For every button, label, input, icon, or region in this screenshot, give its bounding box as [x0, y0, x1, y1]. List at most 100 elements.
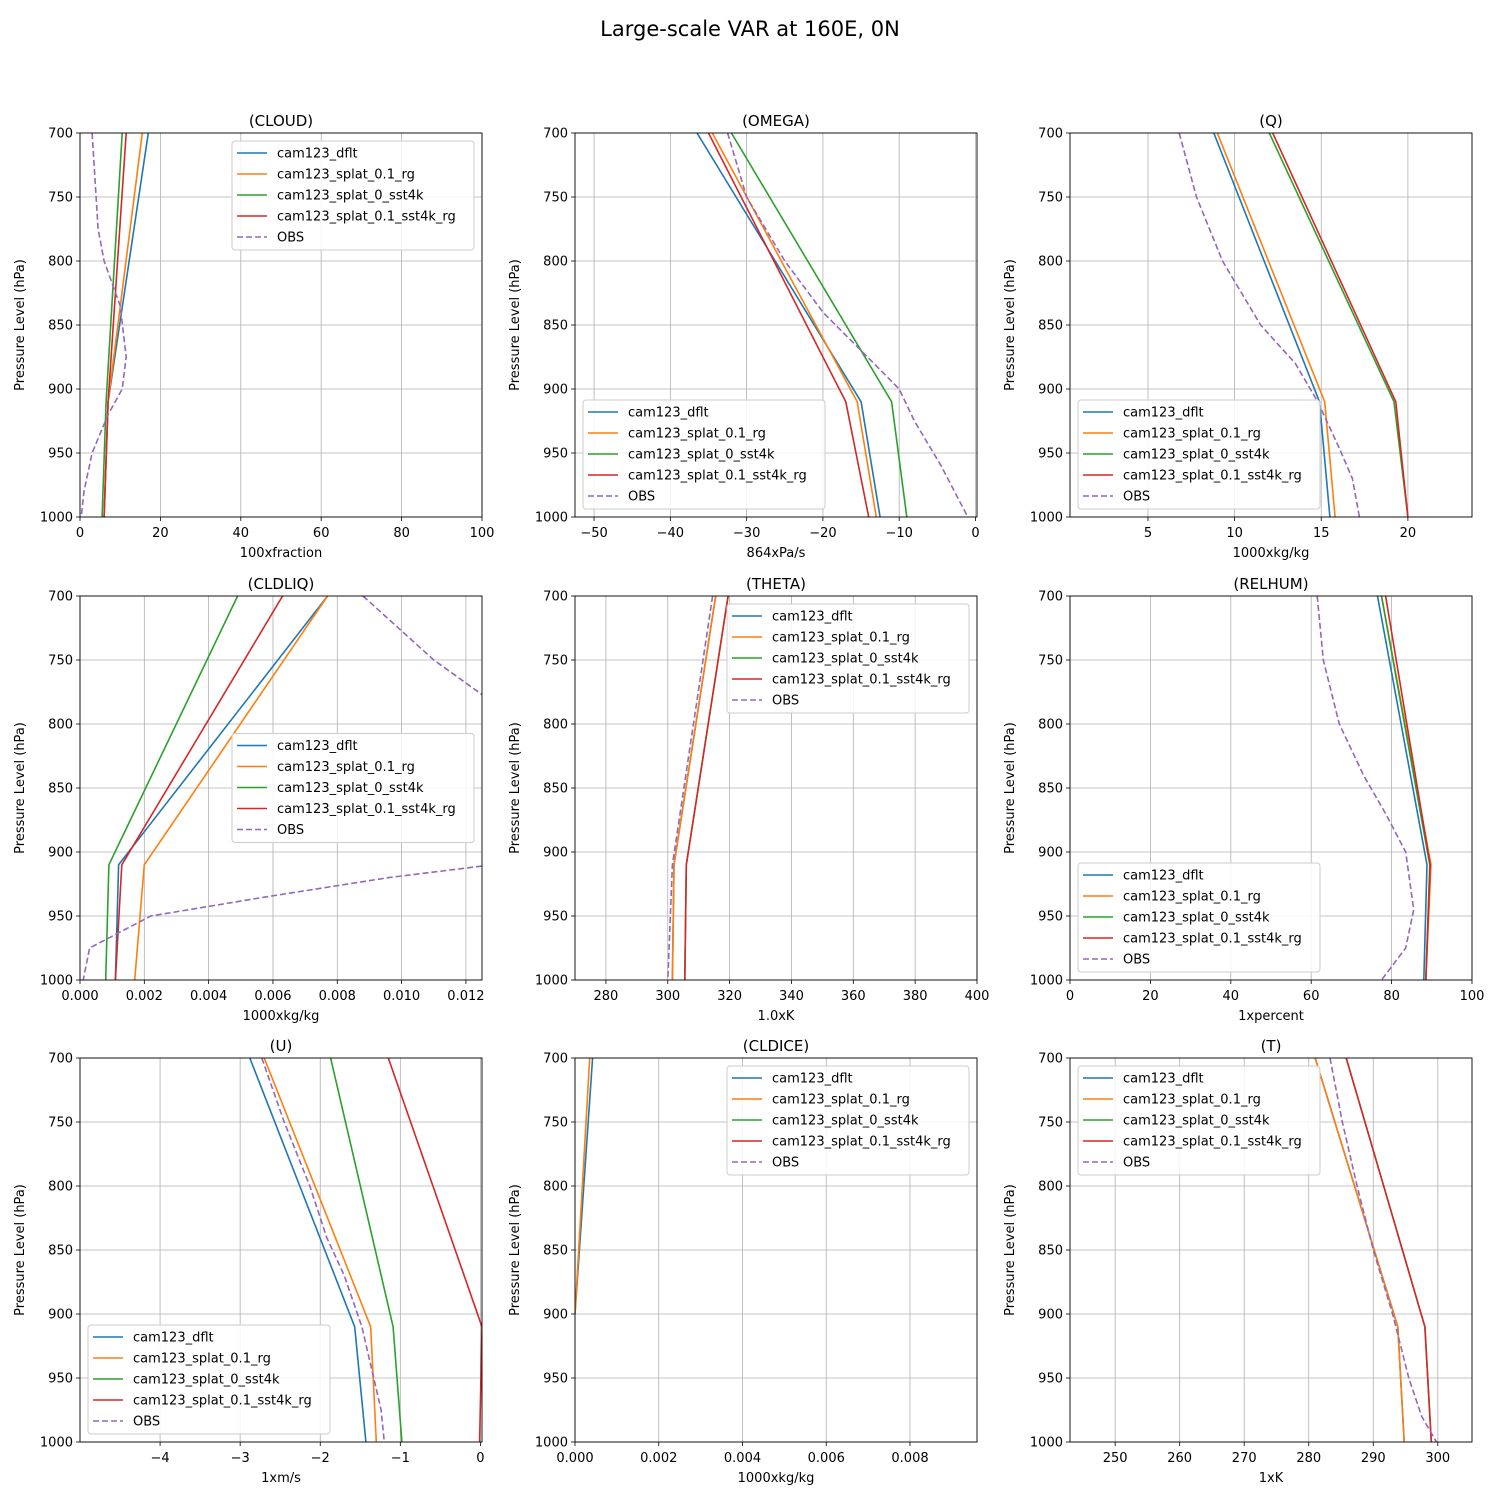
x-axis-label: 100xfraction	[240, 546, 322, 561]
x-tick-label: 0.008	[891, 1451, 928, 1466]
y-tick-label: 900	[543, 846, 568, 861]
y-tick-label: 950	[48, 447, 73, 462]
axes-frame	[1069, 132, 1473, 518]
y-tick-label: 1000	[40, 1436, 73, 1451]
y-tick-label: 750	[543, 191, 568, 206]
legend-label: cam123_splat_0.1_rg	[277, 760, 415, 775]
legend-label: cam123_dflt	[277, 739, 358, 754]
series-line-cam123-splat-0-1-sst4k-rg	[114, 596, 284, 980]
series-line-cam123-splat-0-1-rg	[575, 1058, 591, 1315]
y-tick-label: 900	[1038, 846, 1063, 861]
x-tick-label: 0.004	[190, 989, 227, 1004]
x-tick-label: 0.002	[640, 1451, 677, 1466]
legend-label: cam123_dflt	[1123, 869, 1204, 884]
legend-label: cam123_splat_0_sst4k	[772, 652, 919, 667]
x-tick-label: −20	[809, 526, 836, 541]
legend-label: cam123_splat_0.1_rg	[277, 168, 415, 183]
x-tick-label: −2	[311, 1451, 330, 1466]
x-tick-label: 60	[1303, 989, 1320, 1004]
series-line-obs	[261, 1058, 386, 1442]
series-line-obs	[362, 596, 482, 696]
x-axis-label: 864xPa/s	[747, 546, 806, 561]
series-line-cam123-splat-0-1-rg	[1216, 133, 1336, 517]
y-tick-label: 850	[48, 782, 73, 797]
legend-label: cam123_splat_0.1_sst4k_rg	[133, 1394, 312, 1409]
y-tick-label: 950	[1038, 910, 1063, 925]
y-tick-label: 850	[543, 319, 568, 334]
x-tick-label: 400	[965, 989, 990, 1004]
legend-label: cam123_dflt	[1123, 1072, 1204, 1087]
panel-title: (CLDICE)	[743, 1037, 809, 1055]
panel-u: −4 −3 −2 −1 0 700 750 800 850 900 950 1000 (U) 1xm/s P…	[13, 1037, 485, 1486]
x-axis-label: 1xK	[1259, 1471, 1284, 1486]
x-tick-label: 80	[393, 526, 410, 541]
y-axis-label: Pressure Level (hPa)	[13, 1184, 28, 1316]
x-tick-label: −4	[150, 1451, 169, 1466]
y-tick-label: 700	[543, 590, 568, 605]
y-tick-label: 750	[1038, 191, 1063, 206]
y-tick-label: 700	[48, 127, 73, 142]
y-tick-label: 700	[1038, 590, 1063, 605]
series-line-cam123-splat-0-1-sst4k-rg	[103, 133, 127, 517]
x-axis-label: 1xm/s	[261, 1471, 301, 1486]
panel-cldliq: 0.000 0.002 0.004 0.006 0.008 0.010 0.012 700 75…	[13, 575, 485, 1024]
y-tick-label: 850	[1038, 782, 1063, 797]
legend-label: OBS	[772, 1156, 799, 1171]
series-line-cam123-dflt	[249, 1058, 367, 1442]
y-tick-label: 900	[1038, 1308, 1063, 1323]
axes-frame	[574, 595, 978, 981]
x-tick-label: 5	[1144, 526, 1152, 541]
legend-label: cam123_splat_0.1_sst4k_rg	[1123, 1135, 1302, 1150]
legend-label: cam123_dflt	[277, 147, 358, 162]
legend-label: cam123_splat_0_sst4k	[133, 1373, 280, 1388]
x-axis-label: 1000xkg/kg	[243, 1009, 320, 1024]
series-line-obs	[667, 596, 714, 980]
legend-label: cam123_splat_0.1_sst4k_rg	[1123, 932, 1302, 947]
series-line-obs	[1316, 596, 1415, 980]
series-line-cam123-dflt	[696, 133, 881, 517]
legend-label: cam123_splat_0.1_sst4k_rg	[772, 673, 951, 688]
legend-box	[1077, 1065, 1321, 1176]
x-tick-label: 15	[1313, 526, 1330, 541]
legend: cam123_dflt cam123_splat_0.1_rg cam123_spl…	[726, 603, 970, 714]
x-tick-label: 290	[1361, 1451, 1386, 1466]
y-tick-label: 950	[543, 447, 568, 462]
legend-box	[1077, 399, 1321, 510]
x-axis-label: 1000xkg/kg	[1233, 546, 1310, 561]
panel-omega: −50 −40 −30 −20 −10 0 700 750 800 850 900 950 1000 (O…	[508, 112, 980, 561]
panel-relhum: 0 20 40 60 80 100 700 750 800 850 900 950 1000 (RELHU…	[1003, 575, 1484, 1024]
panel-title: (CLOUD)	[249, 112, 313, 130]
x-tick-label: 300	[1425, 1451, 1450, 1466]
y-tick-label: 950	[543, 910, 568, 925]
y-tick-label: 1000	[1030, 974, 1063, 989]
y-tick-label: 1000	[40, 974, 73, 989]
legend-label: cam123_splat_0_sst4k	[1123, 1114, 1270, 1129]
y-tick-label: 900	[543, 383, 568, 398]
y-tick-label: 900	[48, 1308, 73, 1323]
y-tick-label: 950	[1038, 1372, 1063, 1387]
legend-label: OBS	[772, 694, 799, 709]
x-tick-label: −1	[391, 1451, 410, 1466]
legend-box	[726, 1065, 970, 1176]
legend-label: cam123_splat_0_sst4k	[628, 448, 775, 463]
series-line-obs	[80, 133, 127, 517]
legend-label: cam123_dflt	[772, 1072, 853, 1087]
x-tick-label: 250	[1103, 1451, 1128, 1466]
y-tick-label: 1000	[1030, 1436, 1063, 1451]
series-line-cam123-splat-0-1-rg	[1314, 1058, 1405, 1442]
x-tick-label: 280	[1296, 1451, 1321, 1466]
y-tick-label: 750	[1038, 1116, 1063, 1131]
x-axis-label: 1xpercent	[1238, 1009, 1304, 1024]
legend-label: cam123_splat_0.1_rg	[772, 631, 910, 646]
x-tick-label: 0.006	[254, 989, 291, 1004]
x-tick-label: 10	[1226, 526, 1243, 541]
legend-box	[231, 733, 475, 843]
axes-frame	[574, 132, 978, 518]
y-tick-label: 800	[543, 718, 568, 733]
y-tick-label: 700	[543, 1052, 568, 1067]
panel-q: 5 10 15 20 700 750 800 850 900 950 1000 (Q) 1000xkg/…	[1003, 112, 1473, 561]
y-tick-label: 900	[543, 1308, 568, 1323]
series-line-obs	[1178, 133, 1361, 517]
x-tick-label: 40	[1223, 989, 1240, 1004]
x-tick-label: 20	[1142, 989, 1159, 1004]
